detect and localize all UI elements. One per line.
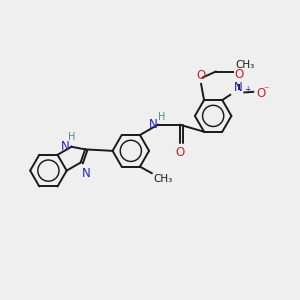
Text: +: + [244, 85, 250, 94]
Text: CH₃: CH₃ [235, 60, 254, 70]
Text: O: O [196, 68, 206, 82]
Text: N: N [234, 81, 243, 94]
Text: ⁻: ⁻ [263, 85, 269, 95]
Text: H: H [158, 112, 166, 122]
Text: CH₃: CH₃ [153, 174, 172, 184]
Text: N: N [148, 118, 157, 131]
Text: O: O [234, 68, 244, 81]
Text: O: O [257, 87, 266, 100]
Text: O: O [175, 146, 184, 159]
Text: N: N [61, 140, 70, 153]
Text: N: N [82, 167, 91, 180]
Text: H: H [68, 132, 75, 142]
